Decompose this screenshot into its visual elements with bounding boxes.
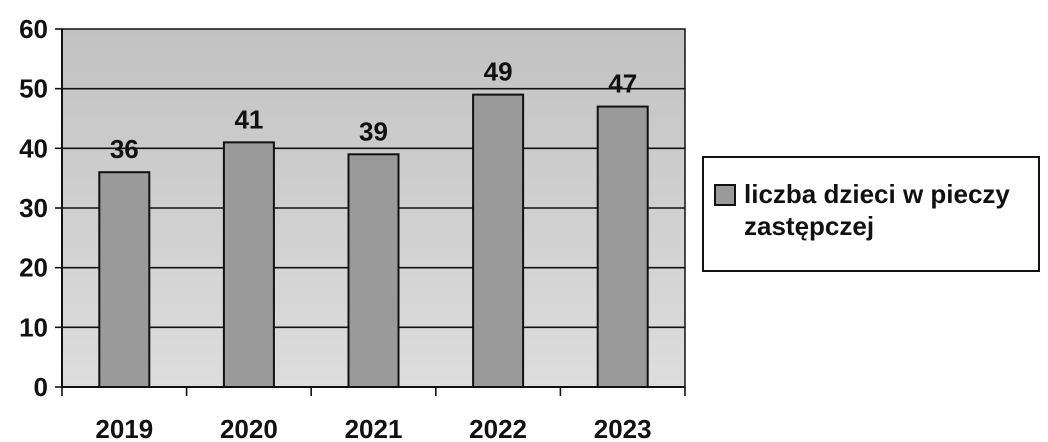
data-label: 39 bbox=[359, 116, 388, 146]
data-label: 41 bbox=[234, 104, 263, 134]
bars bbox=[98, 93, 649, 388]
x-tick-label: 2019 bbox=[95, 414, 153, 442]
x-tick-label: 2020 bbox=[220, 414, 278, 442]
y-tick-label: 20 bbox=[19, 253, 48, 283]
bar bbox=[98, 171, 151, 388]
y-tick-label: 40 bbox=[19, 133, 48, 163]
x-tick-label: 2021 bbox=[345, 414, 403, 442]
y-tick-label: 0 bbox=[34, 372, 48, 402]
y-tick-label: 60 bbox=[19, 14, 48, 44]
y-tick-label: 10 bbox=[19, 312, 48, 342]
bar bbox=[596, 105, 649, 388]
labels: 0 10 20 30 40 50 60 36 2019 41 2020 39 2021 49 2022 47 2… bbox=[19, 14, 652, 442]
x-tick-label: 2022 bbox=[469, 414, 527, 442]
legend: liczba dzieci w pieczy zastępczej bbox=[702, 156, 1040, 272]
legend-swatch bbox=[714, 184, 736, 206]
data-label: 49 bbox=[484, 57, 513, 87]
data-label: 36 bbox=[110, 134, 139, 164]
data-label: 47 bbox=[608, 69, 637, 99]
y-tick-label: 30 bbox=[19, 193, 48, 223]
axes bbox=[55, 28, 686, 396]
x-tick-label: 2023 bbox=[594, 414, 652, 442]
legend-entry: liczba dzieci w pieczy zastępczej bbox=[714, 178, 1030, 242]
bar bbox=[347, 153, 400, 388]
bar bbox=[222, 141, 275, 388]
bar bbox=[472, 93, 525, 388]
y-tick-label: 50 bbox=[19, 74, 48, 104]
legend-label: liczba dzieci w pieczy zastępczej bbox=[744, 179, 1010, 241]
